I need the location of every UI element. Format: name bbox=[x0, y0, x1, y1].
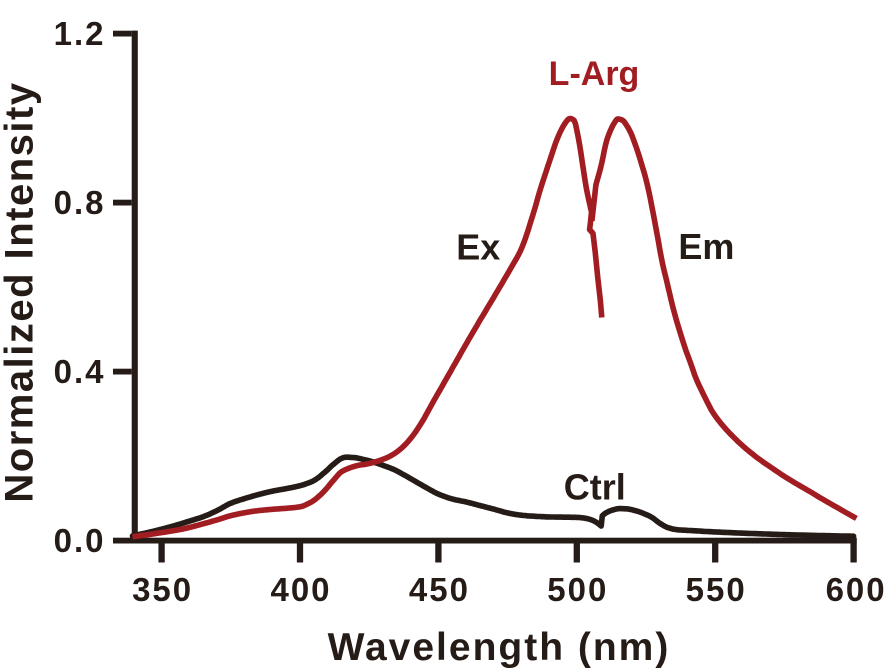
svg-text:0.8: 0.8 bbox=[54, 184, 106, 221]
svg-text:L-Arg: L-Arg bbox=[549, 55, 640, 93]
svg-text:400: 400 bbox=[270, 571, 331, 608]
svg-text:1.2: 1.2 bbox=[54, 15, 106, 52]
svg-text:350: 350 bbox=[132, 571, 193, 608]
svg-text:550: 550 bbox=[686, 571, 747, 608]
svg-text:0.0: 0.0 bbox=[54, 522, 106, 559]
svg-text:0.4: 0.4 bbox=[54, 353, 106, 390]
svg-text:600: 600 bbox=[826, 571, 887, 608]
svg-text:Normalized Intensity: Normalized Intensity bbox=[0, 81, 42, 502]
svg-text:Ex: Ex bbox=[456, 226, 500, 267]
svg-text:Wavelength (nm): Wavelength (nm) bbox=[328, 626, 671, 669]
svg-text:Ctrl: Ctrl bbox=[564, 467, 626, 508]
svg-text:450: 450 bbox=[409, 571, 470, 608]
svg-text:Em: Em bbox=[678, 226, 734, 267]
svg-text:500: 500 bbox=[547, 571, 608, 608]
